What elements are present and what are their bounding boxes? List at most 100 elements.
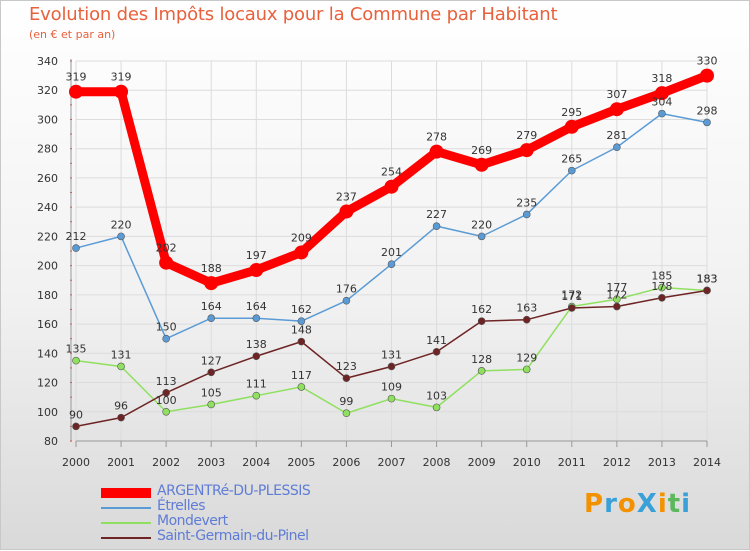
data-label: 220 xyxy=(111,218,132,231)
data-point xyxy=(387,394,396,403)
x-tick-label: 2006 xyxy=(332,456,360,469)
data-point xyxy=(252,314,261,323)
data-point xyxy=(297,383,306,391)
data-point xyxy=(387,260,396,268)
data-label: 278 xyxy=(426,131,447,144)
data-label: 171 xyxy=(561,290,582,303)
data-label: 298 xyxy=(697,104,718,117)
data-label: 148 xyxy=(291,324,312,337)
data-label: 254 xyxy=(381,166,402,179)
x-tick-label: 2014 xyxy=(693,456,721,469)
data-point xyxy=(613,295,621,304)
y-tick-label: 260 xyxy=(37,172,58,185)
data-label: 172 xyxy=(606,289,627,302)
data-point xyxy=(297,317,306,325)
data-point xyxy=(432,403,441,412)
data-point xyxy=(249,263,264,277)
data-point xyxy=(117,362,125,371)
data-label: 90 xyxy=(69,408,83,421)
data-point xyxy=(519,143,534,158)
data-point xyxy=(609,102,624,117)
data-label: 131 xyxy=(381,348,402,361)
data-label: 162 xyxy=(471,303,492,316)
data-point xyxy=(567,166,576,175)
data-label: 237 xyxy=(336,191,357,204)
legend-label: ARGENTRé-DU-PLESSIS xyxy=(157,483,311,499)
logo-letter: X xyxy=(636,489,658,519)
data-label: 177 xyxy=(606,281,627,294)
data-point xyxy=(162,388,170,397)
data-label: 330 xyxy=(697,55,718,68)
data-label: 307 xyxy=(606,88,627,101)
data-label: 176 xyxy=(336,283,357,296)
legend-label: Saint-Germain-du-Pinel xyxy=(157,528,309,544)
logo-letter: i xyxy=(681,489,692,519)
data-label: 281 xyxy=(606,129,627,142)
data-label: 279 xyxy=(516,129,537,142)
logo-letter: r xyxy=(604,489,618,519)
data-point xyxy=(703,286,711,295)
data-point xyxy=(477,232,486,241)
x-tick-label: 2011 xyxy=(558,456,586,469)
data-label: 103 xyxy=(426,389,447,402)
data-label: 111 xyxy=(246,378,267,391)
data-label: 188 xyxy=(201,262,222,275)
data-point xyxy=(522,315,531,324)
data-label: 128 xyxy=(471,353,492,366)
data-point xyxy=(72,244,80,252)
data-label: 185 xyxy=(651,270,672,283)
legend-swatch xyxy=(101,488,151,498)
data-label: 202 xyxy=(156,242,177,255)
data-label: 319 xyxy=(66,71,87,84)
data-label: 135 xyxy=(66,343,87,356)
x-tick-label: 2005 xyxy=(287,456,315,469)
data-label: 183 xyxy=(697,272,718,285)
data-point xyxy=(522,210,531,219)
data-label: 163 xyxy=(516,302,537,315)
data-label: 141 xyxy=(426,334,447,347)
data-point xyxy=(207,400,216,409)
y-tick-label: 240 xyxy=(37,201,58,214)
y-tick-label: 180 xyxy=(37,289,58,302)
data-point xyxy=(654,86,669,101)
x-tick-label: 2010 xyxy=(513,456,541,469)
data-label: 227 xyxy=(426,208,447,221)
legend-swatch xyxy=(101,537,151,539)
data-point xyxy=(72,422,80,431)
data-point xyxy=(252,391,261,400)
data-point xyxy=(564,119,579,134)
data-label: 265 xyxy=(561,153,582,166)
logo-letter: t xyxy=(667,489,682,519)
data-label: 209 xyxy=(291,231,312,244)
x-tick-label: 2007 xyxy=(378,456,406,469)
y-tick-label: 200 xyxy=(37,260,58,273)
y-tick-label: 140 xyxy=(37,347,58,360)
data-label: 117 xyxy=(291,369,312,382)
data-point xyxy=(117,413,125,422)
data-point xyxy=(72,356,80,365)
y-tick-label: 80 xyxy=(44,435,58,448)
data-label: 172 xyxy=(561,289,582,302)
data-label: 100 xyxy=(156,394,177,407)
x-tick-label: 2000 xyxy=(62,456,90,469)
y-tick-label: 220 xyxy=(37,230,58,243)
y-tick-label: 280 xyxy=(37,143,58,156)
data-label: 319 xyxy=(111,71,132,84)
legend-label: Étrelles xyxy=(157,498,206,514)
x-tick-label: 2013 xyxy=(648,456,676,469)
data-point xyxy=(162,334,170,343)
data-point xyxy=(204,276,219,291)
data-point xyxy=(703,118,711,127)
y-tick-label: 160 xyxy=(37,318,58,331)
data-point xyxy=(429,144,444,159)
data-label: 105 xyxy=(201,386,222,399)
data-label: 295 xyxy=(561,106,582,119)
data-label: 109 xyxy=(381,381,402,394)
x-tick-label: 2002 xyxy=(152,456,180,469)
data-point xyxy=(613,143,621,152)
data-point xyxy=(339,204,354,219)
logo-letter: P xyxy=(584,489,605,519)
y-tick-label: 340 xyxy=(37,55,58,68)
data-point xyxy=(342,409,351,418)
